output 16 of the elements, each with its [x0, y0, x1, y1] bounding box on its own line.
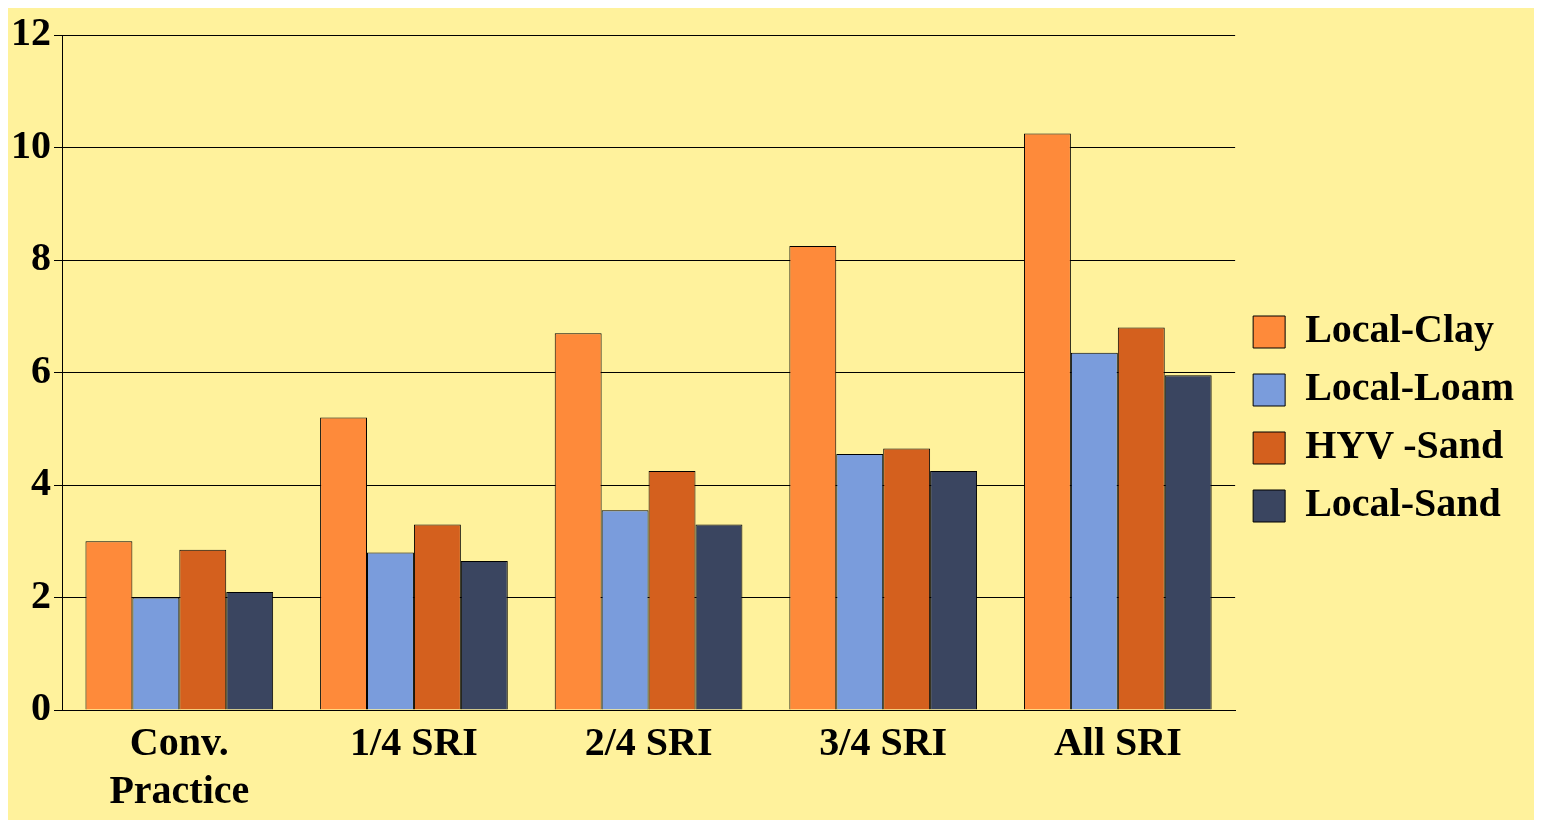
- x-tick-label: 3/4 SRI: [819, 719, 948, 765]
- y-tick-label: 6: [31, 346, 51, 392]
- legend-label: HYV -Sand: [1305, 422, 1504, 468]
- legend-label: Local-Loam: [1305, 364, 1515, 410]
- y-tick-label: 2: [31, 571, 51, 617]
- x-tick-label: All SRI: [1053, 719, 1182, 765]
- y-tick-label: 0: [31, 684, 51, 730]
- x-tick-label: 2/4 SRI: [584, 719, 713, 765]
- y-tick-label: 10: [11, 121, 51, 167]
- y-tick-label: 12: [11, 9, 51, 55]
- x-tick-label: 1/4 SRI: [350, 719, 478, 765]
- y-tick-label: 4: [31, 459, 51, 505]
- legend-label: Local-Clay: [1305, 306, 1495, 352]
- legend-label: Local-Sand: [1305, 480, 1501, 526]
- x-tick-label: Conv. Practice: [109, 719, 250, 813]
- y-tick-label: 8: [31, 234, 51, 280]
